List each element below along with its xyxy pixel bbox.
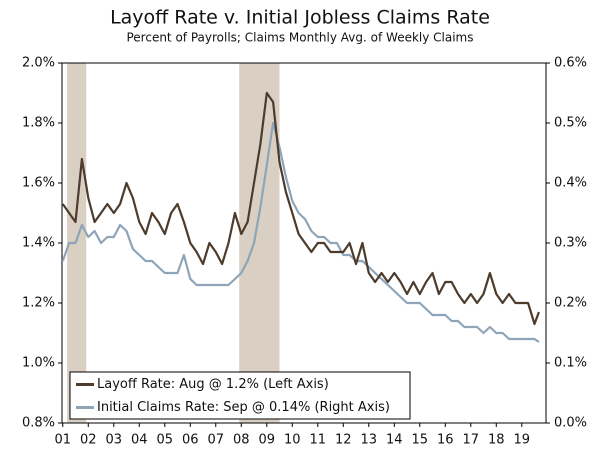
- y-tick-label: 1.0%: [22, 356, 55, 371]
- x-tick-label: 12: [335, 433, 352, 448]
- y2-tick-label: 0.4%: [554, 176, 587, 191]
- legend-box: [69, 371, 411, 420]
- x-tick-label: 05: [156, 433, 173, 448]
- y2-tick-label: 0.2%: [554, 296, 587, 311]
- legend-label: Layoff Rate: Aug @ 1.2% (Left Axis): [97, 377, 329, 392]
- x-tick-label: 09: [258, 433, 275, 448]
- y2-tick-label: 0.1%: [554, 356, 587, 371]
- legend-label: Initial Claims Rate: Sep @ 0.14% (Right …: [97, 400, 390, 415]
- x-tick-label: 14: [386, 433, 403, 448]
- y2-tick-label: 0.3%: [554, 236, 587, 251]
- x-tick-label: 19: [514, 433, 531, 448]
- x-tick-label: 10: [284, 433, 301, 448]
- x-tick-label: 17: [463, 433, 480, 448]
- series-line: [61, 91, 540, 326]
- x-tick-label: 16: [437, 433, 454, 448]
- y2-tick-label: 0.0%: [554, 416, 587, 431]
- x-tick-label: 06: [182, 433, 199, 448]
- y-tick-label: 1.4%: [22, 236, 55, 251]
- x-tick-label: 01: [54, 433, 71, 448]
- x-tick-label: 07: [207, 433, 224, 448]
- x-tick-label: 02: [80, 433, 97, 448]
- y2-tick-label: 0.6%: [554, 56, 587, 71]
- y2-tick-label: 0.5%: [554, 116, 587, 131]
- y-tick-label: 1.2%: [22, 296, 55, 311]
- recession-band: [239, 63, 280, 423]
- x-tick-label: 15: [411, 433, 428, 448]
- chart-subtitle: Percent of Payrolls; Claims Monthly Avg.…: [126, 31, 473, 45]
- x-tick-label: 04: [131, 433, 148, 448]
- x-tick-label: 03: [105, 433, 122, 448]
- x-tick-label: 13: [360, 433, 377, 448]
- x-tick-label: 11: [309, 433, 326, 448]
- y-tick-label: 0.8%: [22, 416, 55, 431]
- y-tick-label: 1.6%: [22, 176, 55, 191]
- y-tick-label: 1.8%: [22, 116, 55, 131]
- series-line: [61, 121, 540, 343]
- x-tick-label: 08: [233, 433, 250, 448]
- chart-title: Layoff Rate v. Initial Jobless Claims Ra…: [110, 7, 490, 29]
- y-tick-label: 2.0%: [22, 56, 55, 71]
- x-tick-label: 18: [488, 433, 505, 448]
